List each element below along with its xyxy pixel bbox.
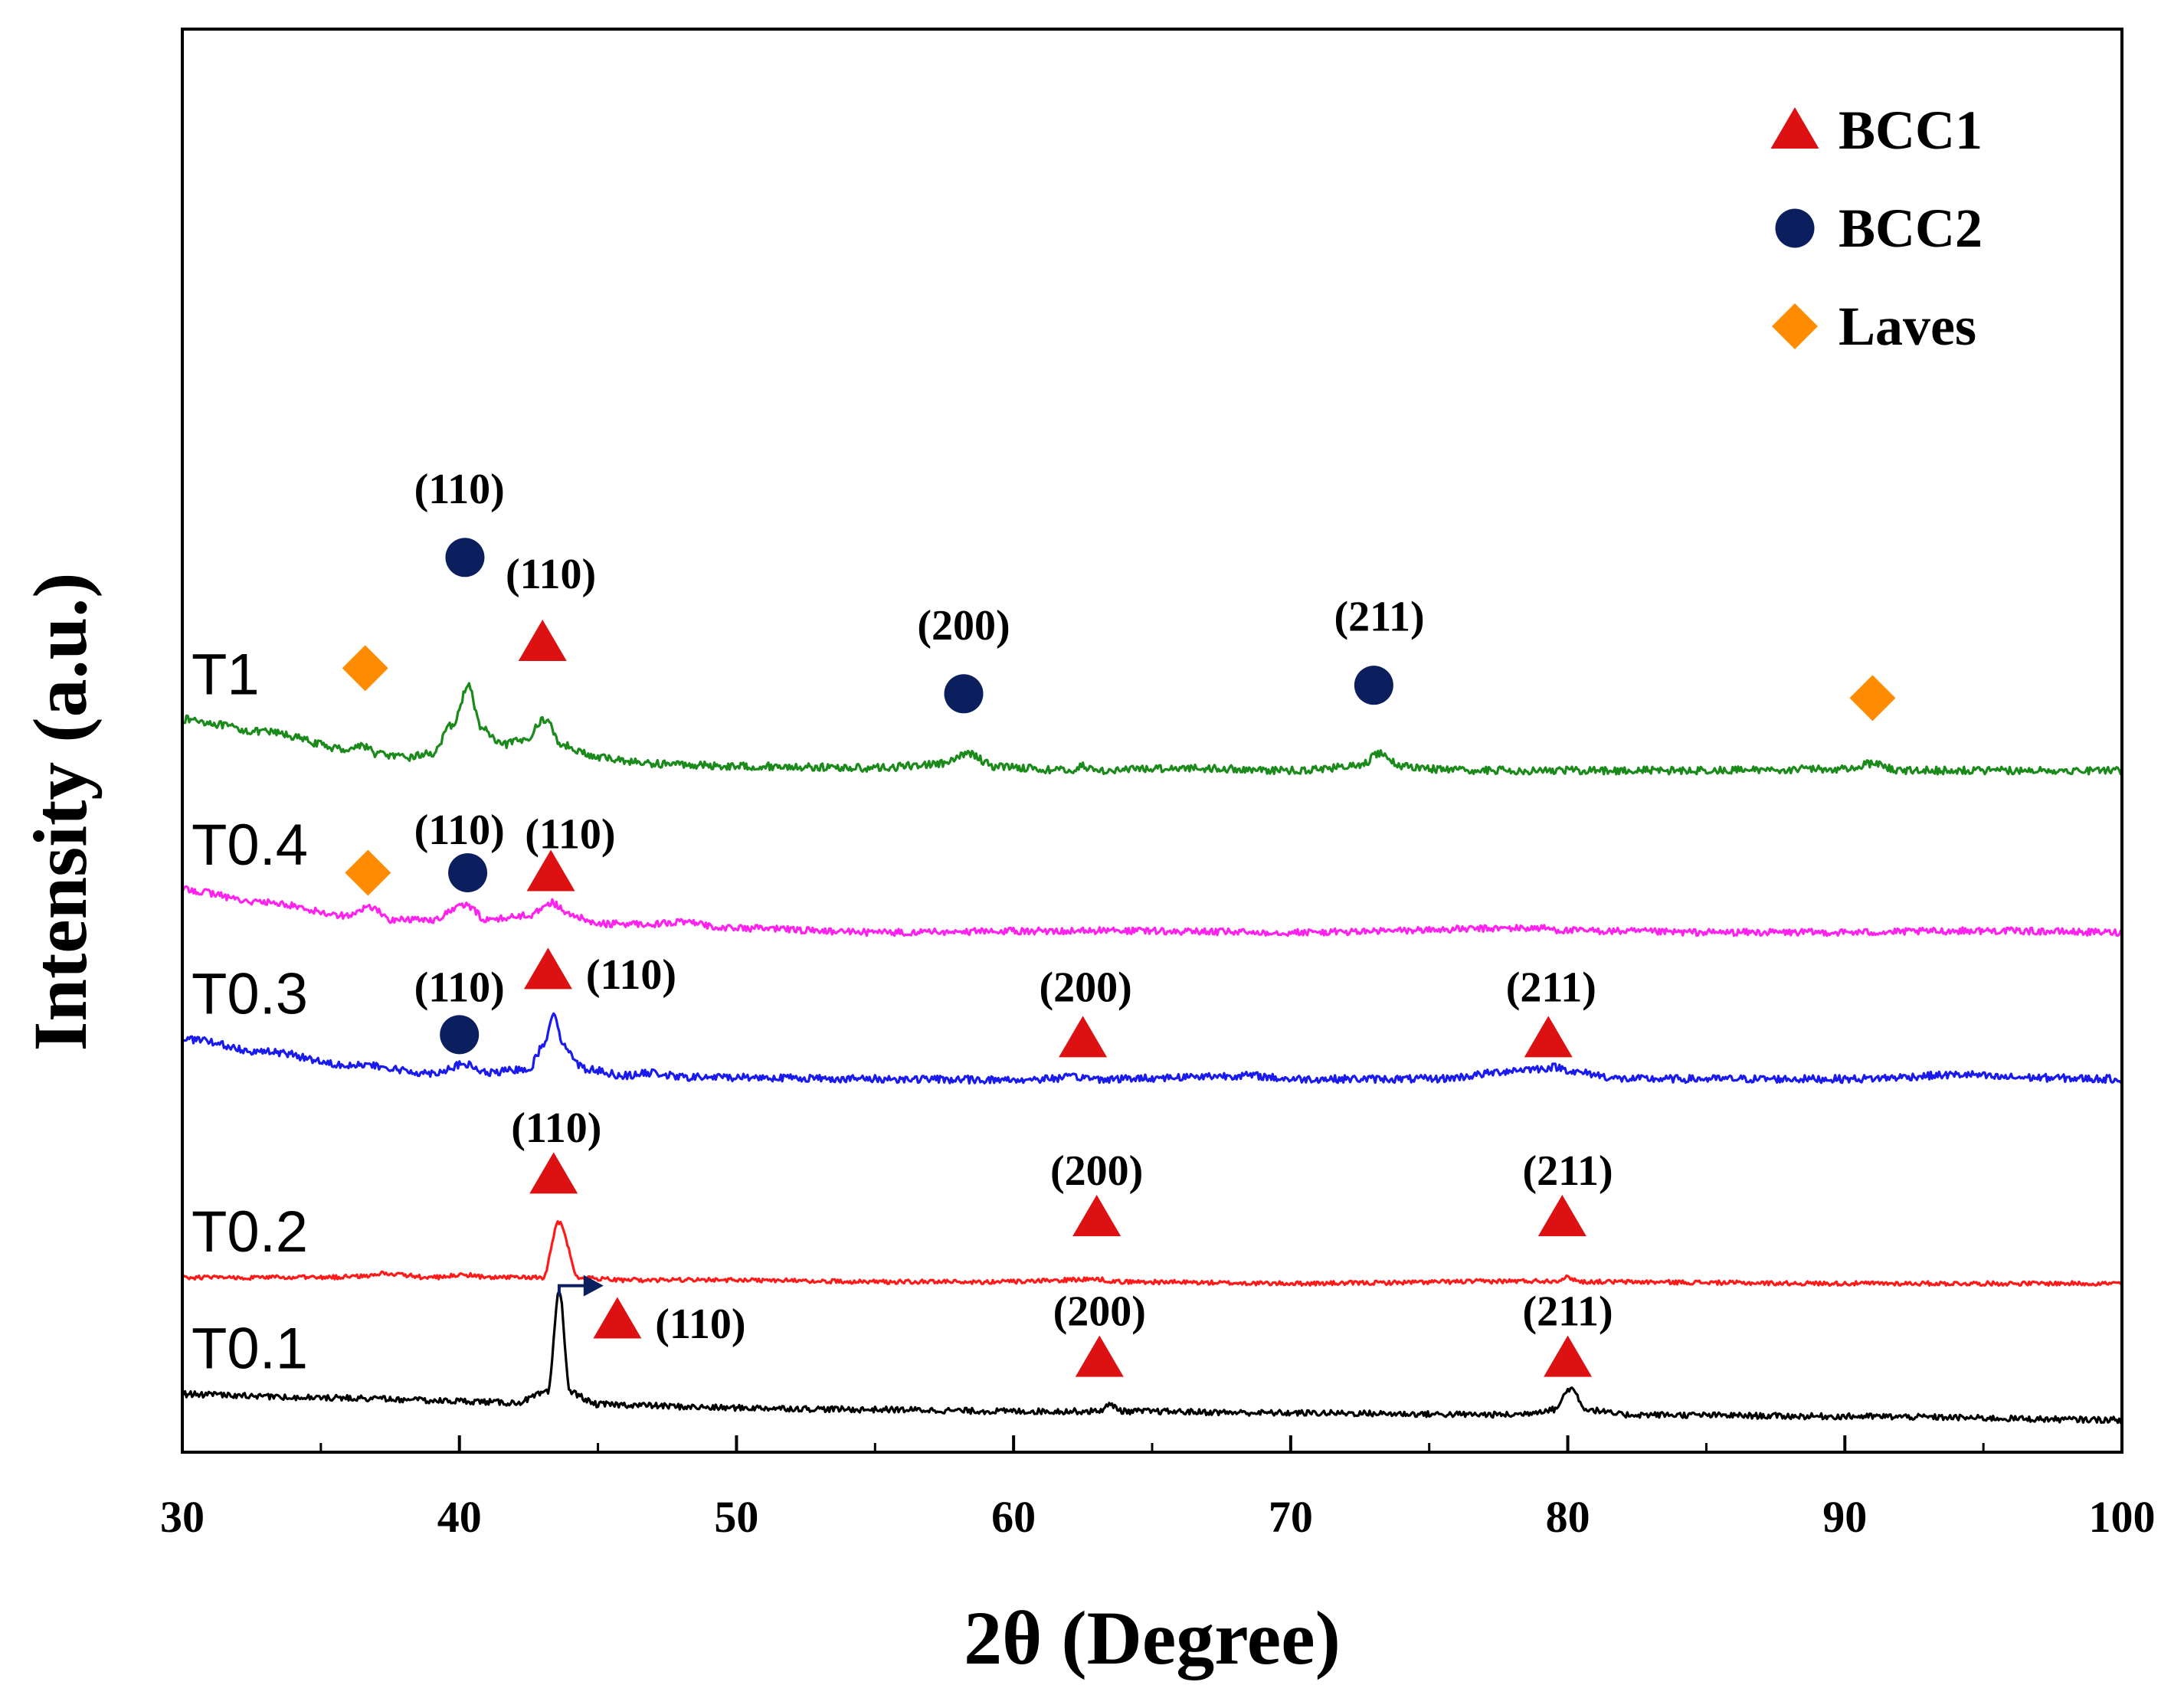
- x-tick-label: 50: [714, 1492, 758, 1542]
- peak-marker-bcc2: [944, 674, 984, 714]
- peak-label: (211): [1334, 594, 1424, 641]
- peak-marker-laves: [1849, 675, 1896, 721]
- peak-label: (200): [1050, 1147, 1143, 1195]
- peak-marker-bcc1: [1075, 1335, 1124, 1377]
- plot-lines: [181, 682, 2123, 1425]
- peak-label: (110): [655, 1301, 745, 1348]
- legend-marker-bcc2: [1775, 208, 1815, 248]
- peak-marker-bcc1: [1544, 1335, 1593, 1377]
- peak-label: (110): [586, 951, 676, 999]
- peak-label: (110): [414, 807, 505, 854]
- sample-label-t0-4: T0.4: [192, 813, 308, 878]
- x-tick-label: 90: [1822, 1492, 1867, 1542]
- peak-label: (211): [1522, 1147, 1613, 1195]
- x-tick-label: 60: [991, 1492, 1036, 1542]
- peak-label: (200): [1053, 1288, 1146, 1335]
- series-line-t0-4: [181, 885, 2123, 937]
- legend-label-laves: Laves: [1839, 296, 1976, 357]
- peak-marker-bcc2: [440, 1015, 480, 1055]
- y-axis-title: Intensity (a.u.): [18, 572, 103, 1051]
- peak-marker-bcc2: [448, 852, 488, 892]
- peak-label: (211): [1506, 964, 1596, 1012]
- peak-marker-bcc1: [1059, 1016, 1108, 1058]
- peak-marker-bcc1: [1072, 1195, 1121, 1237]
- x-tick-label: 100: [2089, 1492, 2156, 1542]
- x-tick-label: 70: [1269, 1492, 1313, 1542]
- legend-marker-laves: [1772, 303, 1818, 349]
- peak-marker-laves: [342, 645, 388, 692]
- peak-label: (211): [1522, 1288, 1613, 1335]
- peak-annotations: (110)(110)(200) (211)(110) (110)(110)(110)…: [342, 466, 1896, 1377]
- sample-label-t1: T1: [192, 642, 260, 707]
- peak-marker-bcc1: [529, 1152, 578, 1194]
- x-tick-label: 80: [1546, 1492, 1590, 1542]
- peak-marker-bcc1: [1537, 1195, 1586, 1237]
- sample-labels: T1 T0.4 T0.3 T0.2 T0.1: [192, 642, 308, 1381]
- legend-label-bcc2: BCC2: [1839, 198, 1983, 259]
- legend-marker-bcc1: [1770, 107, 1819, 149]
- peak-marker-laves: [345, 849, 391, 896]
- peak-label: (110): [414, 466, 505, 513]
- series-line-t0-1: [181, 1290, 2123, 1425]
- x-tick-label: 40: [437, 1492, 482, 1542]
- peak-marker-bcc1: [1524, 1016, 1573, 1058]
- series-line-t0-3: [182, 1012, 2123, 1085]
- plot-frame: [181, 28, 2123, 1454]
- peak-label: (200): [1040, 964, 1132, 1012]
- x-axis-title: 2θ (Degree): [964, 1595, 1341, 1680]
- peak-label: (110): [525, 810, 615, 858]
- peak-label: (200): [917, 602, 1010, 649]
- peak-marker-bcc2: [445, 538, 485, 578]
- peak-label: (110): [414, 964, 505, 1012]
- x-axis: 30 40 50 60 70 80 90 100: [160, 1435, 2156, 1542]
- peak-label: (110): [506, 551, 596, 598]
- peak-label: (110): [511, 1104, 601, 1152]
- peak-marker-bcc1: [518, 620, 567, 662]
- shift-arrow-head: [583, 1274, 604, 1297]
- shift-arrow-line: [557, 1284, 588, 1297]
- series-line-t1: [182, 682, 2123, 776]
- x-tick-label: 30: [160, 1492, 205, 1542]
- series-line-t0-2: [181, 1220, 2123, 1288]
- peak-marker-bcc1: [526, 849, 575, 892]
- sample-label-t0-3: T0.3: [192, 962, 308, 1027]
- sample-label-t0-1: T0.1: [192, 1316, 308, 1381]
- legend-label-bcc1: BCC1: [1839, 100, 1983, 161]
- peak-marker-bcc1: [523, 947, 572, 990]
- peak-marker-bcc1: [593, 1297, 642, 1339]
- sample-label-t0-2: T0.2: [192, 1199, 308, 1265]
- legend: BCC1 BCC2 Laves: [1770, 100, 1983, 357]
- peak-marker-bcc2: [1354, 666, 1393, 705]
